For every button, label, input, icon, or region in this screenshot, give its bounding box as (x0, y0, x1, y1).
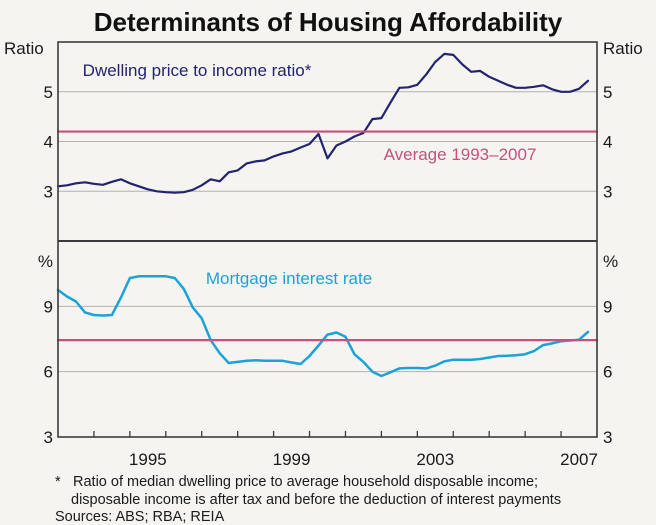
series-label-mortgage: Mortgage interest rate (206, 269, 372, 288)
unit-label-left-bottom: % (38, 252, 53, 271)
x-tick-label-2003: 2003 (416, 450, 454, 469)
chart-canvas: 3 3 4 4 5 5 Ratio Ratio Dwelling price to income… (4, 39, 643, 469)
y-tick-label-right-bottom_panel-9: 9 (603, 297, 612, 316)
y-tick-label-left-bottom_panel-3: 3 (44, 428, 53, 447)
footnote-asterisk-marker: * (55, 474, 61, 490)
plot-frame (57, 41, 598, 438)
y-tick-label-right-top_panel-4: 4 (603, 133, 612, 152)
unit-label-left-top: Ratio (4, 39, 44, 58)
y-tick-label-right-top_panel-3: 3 (603, 182, 612, 201)
series-label-average: Average 1993–2007 (384, 145, 537, 164)
y-tick-label-right-bottom_panel-3: 3 (603, 428, 612, 447)
y-tick-label-left-bottom_panel-6: 6 (44, 363, 53, 382)
y-tick-label-left-top_panel-5: 5 (44, 83, 53, 102)
y-tick-label-left-top_panel-4: 4 (44, 133, 53, 152)
mortgage-interest-rate-line (56, 275, 590, 378)
x-tick-label-2007: 2007 (560, 450, 598, 469)
x-tick-label-1999: 1999 (273, 450, 311, 469)
y-tick-label-right-top_panel-5: 5 (603, 83, 612, 102)
y-tick-label-left-top_panel-3: 3 (44, 182, 53, 201)
footnote-line-2: disposable income is after tax and befor… (71, 492, 561, 508)
dwelling-price-to-income-line (56, 52, 590, 194)
y-tick-label-right-bottom_panel-6: 6 (603, 363, 612, 382)
footnote-sources: Sources: ABS; RBA; REIA (55, 509, 225, 525)
footnote-line-1: Ratio of median dwelling price to averag… (73, 474, 538, 490)
y-tick-label-left-bottom_panel-9: 9 (44, 297, 53, 316)
x-tick-label-1995: 1995 (129, 450, 167, 469)
unit-label-right-bottom: % (603, 252, 618, 271)
chart-title: Determinants of Housing Affordability (94, 7, 563, 37)
unit-label-right-top: Ratio (603, 39, 643, 58)
series-label-dwelling: Dwelling price to income ratio* (83, 61, 312, 80)
